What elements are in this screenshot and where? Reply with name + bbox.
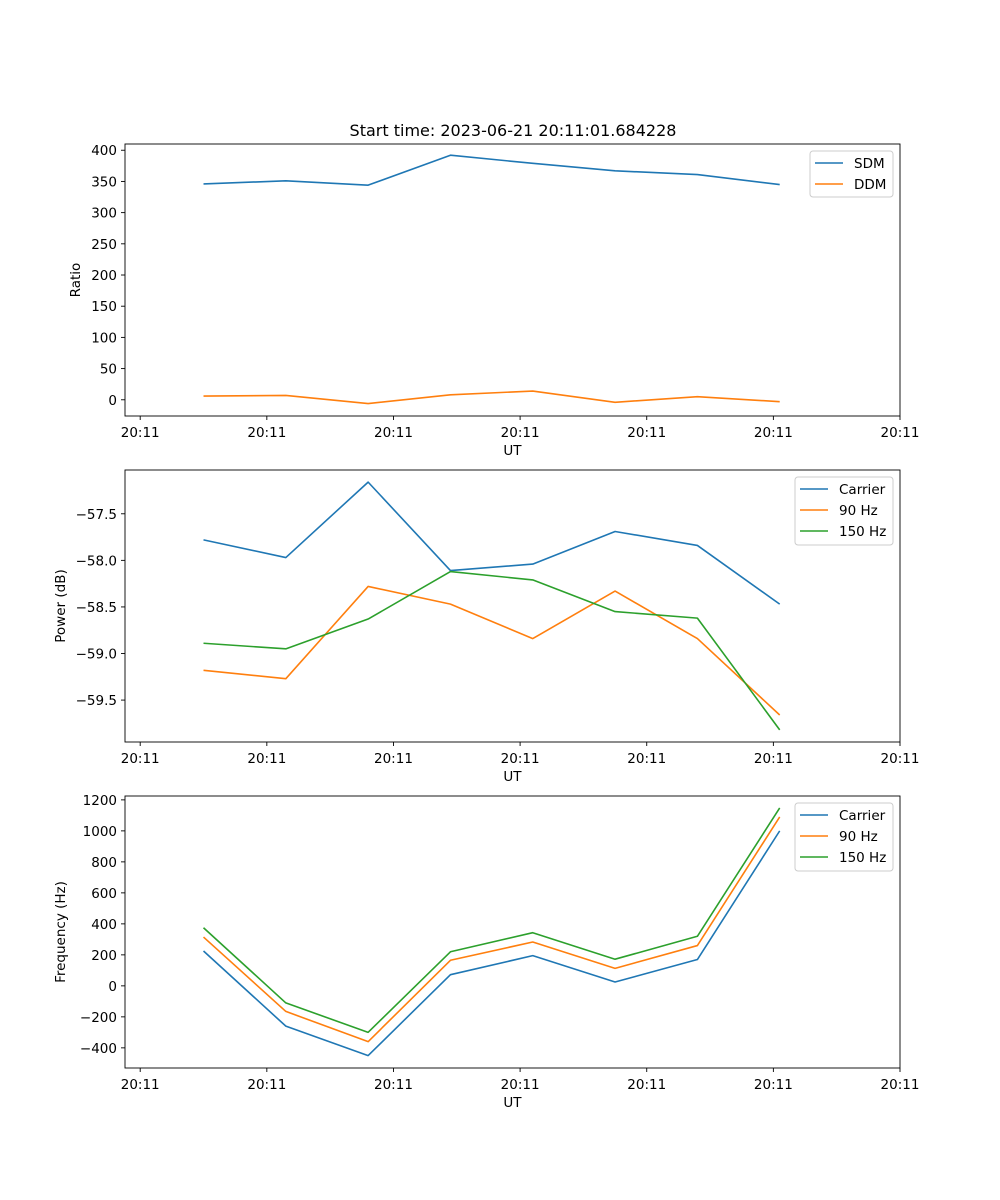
y-axis-label: Ratio <box>68 263 84 298</box>
y-tick-label: −57.5 <box>76 507 117 523</box>
x-tick-label: 20:11 <box>754 425 793 441</box>
x-axis-label: UT <box>503 443 522 459</box>
legend-label: 150 Hz <box>839 850 886 866</box>
series-line-150-hz <box>202 807 781 1034</box>
x-tick-label: 20:11 <box>501 425 540 441</box>
legend-label: 90 Hz <box>839 829 878 845</box>
y-tick-label: 200 <box>91 268 117 284</box>
y-tick-label: −200 <box>80 1010 117 1026</box>
y-tick-label: 0 <box>108 393 117 409</box>
legend-label: Carrier <box>839 808 886 824</box>
y-tick-label: 150 <box>91 299 117 315</box>
series-line-carrier <box>203 481 781 605</box>
subplots: 20:1120:1120:1120:1120:1120:1120:1120:12… <box>53 143 920 1111</box>
legend-label: 150 Hz <box>839 524 886 540</box>
x-tick-label: 20:11 <box>121 425 160 441</box>
axes-frame <box>124 143 901 417</box>
y-axis-label: Frequency (Hz) <box>53 881 69 983</box>
legend-label: 90 Hz <box>839 503 878 519</box>
legend-frame <box>794 476 894 546</box>
series-line-90-hz <box>203 585 781 716</box>
legend: SDM DDM <box>809 150 894 198</box>
x-tick-label: 20:11 <box>754 751 793 767</box>
legend: Carrier 90 Hz 150 Hz <box>794 802 894 872</box>
x-tick-label: 20:11 <box>627 1077 666 1093</box>
legend-label: Carrier <box>839 482 886 498</box>
axes-frame <box>124 469 901 743</box>
series-line-90-hz <box>202 816 781 1043</box>
figure-title: Start time: 2023-06-21 20:11:01.684228 <box>350 121 677 140</box>
x-tick-label: 20:11 <box>881 1077 920 1093</box>
y-tick-label: 1200 <box>83 793 117 809</box>
y-tick-label: −59.5 <box>76 693 117 709</box>
x-tick-label: 20:11 <box>374 751 413 767</box>
x-axis-label: UT <box>503 769 522 785</box>
y-tick-label: 250 <box>91 237 117 253</box>
subplot-2: 20:1120:1120:1120:1120:1120:1120:1120:12… <box>53 469 920 785</box>
y-tick-label: 350 <box>91 174 117 190</box>
y-tick-label: 400 <box>91 143 117 159</box>
subplot-1: 20:1120:1120:1120:1120:1120:1120:1120:12… <box>68 143 920 459</box>
x-tick-label: 20:11 <box>501 1077 540 1093</box>
y-tick-label: 200 <box>91 948 117 964</box>
x-tick-label: 20:11 <box>247 425 286 441</box>
x-tick-label: 20:11 <box>881 751 920 767</box>
legend-label: SDM <box>854 156 885 172</box>
x-tick-label: 20:11 <box>754 1077 793 1093</box>
y-axis-label: Power (dB) <box>53 569 69 642</box>
legend: Carrier 90 Hz 150 Hz <box>794 476 894 546</box>
y-tick-label: 300 <box>91 206 117 222</box>
x-tick-label: 20:11 <box>121 751 160 767</box>
x-tick-label: 20:11 <box>374 425 413 441</box>
series-line-150-hz <box>203 570 781 731</box>
y-tick-label: 600 <box>91 886 117 902</box>
x-tick-label: 20:11 <box>374 1077 413 1093</box>
x-tick-label: 20:11 <box>501 751 540 767</box>
legend-label: DDM <box>854 177 886 193</box>
y-tick-label: 800 <box>91 855 117 871</box>
x-tick-label: 20:11 <box>247 751 286 767</box>
x-tick-label: 20:11 <box>627 751 666 767</box>
x-axis-label: UT <box>503 1095 522 1111</box>
y-tick-label: 100 <box>91 330 117 346</box>
x-tick-label: 20:11 <box>881 425 920 441</box>
y-tick-label: 0 <box>108 979 117 995</box>
x-tick-label: 20:11 <box>627 425 666 441</box>
x-tick-label: 20:11 <box>247 1077 286 1093</box>
y-tick-label: −58.5 <box>76 600 117 616</box>
legend-frame <box>794 802 894 872</box>
y-tick-label: −58.0 <box>76 553 117 569</box>
y-tick-label: 1000 <box>83 824 117 840</box>
series-line-sdm <box>203 154 780 186</box>
series-line-ddm <box>203 390 780 405</box>
subplot-3: 20:1120:1120:1120:1120:1120:1120:1120:12… <box>53 793 920 1111</box>
y-tick-label: −400 <box>80 1041 117 1057</box>
y-tick-label: 400 <box>91 917 117 933</box>
series-line-carrier <box>202 830 781 1057</box>
x-tick-label: 20:11 <box>121 1077 160 1093</box>
axes-frame <box>124 795 901 1069</box>
y-tick-label: 50 <box>100 362 117 378</box>
y-tick-label: −59.0 <box>76 647 117 663</box>
